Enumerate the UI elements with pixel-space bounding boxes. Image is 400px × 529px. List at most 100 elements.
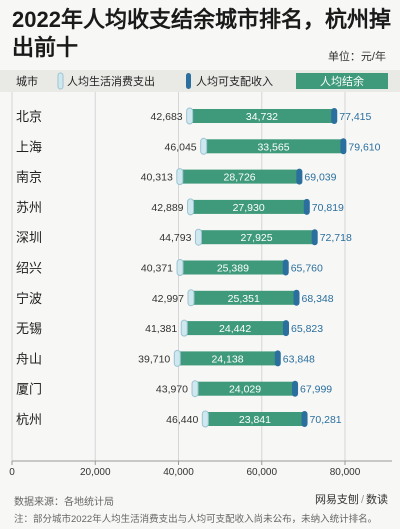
bar-chart: 0 20,000 40,000 60,000 80,000 北京 42,683 34,732 7… <box>9 92 392 478</box>
surplus-bar <box>198 230 315 245</box>
legend-spending-swatch <box>57 72 64 90</box>
city-label: 南京 <box>16 170 42 185</box>
brand-separator: / <box>360 494 364 506</box>
surplus-bar <box>195 381 296 396</box>
spending-marker <box>176 168 184 186</box>
surplus-value-label: 34,732 <box>246 111 278 123</box>
surplus-bar <box>203 139 344 154</box>
city-label: 杭州 <box>16 412 42 427</box>
surplus-value-label: 33,565 <box>257 141 289 153</box>
income-marker <box>331 108 338 124</box>
surplus-value-label: 28,726 <box>224 172 256 184</box>
surplus-value-label: 24,138 <box>211 353 243 365</box>
spending-value-label: 40,313 <box>141 172 173 184</box>
x-tick-label: 60,000 <box>246 467 277 478</box>
city-label: 无锡 <box>16 321 42 336</box>
city-label: 舟山 <box>16 351 42 366</box>
income-value-label: 72,718 <box>320 232 352 244</box>
income-marker <box>282 320 289 337</box>
spending-value-label: 42,683 <box>151 111 183 123</box>
brand-right: 数读 <box>366 494 388 506</box>
surplus-value-label: 25,389 <box>217 263 249 275</box>
income-value-label: 65,760 <box>291 263 323 275</box>
note-text: 注：部分城市2022年人均生活消费支出与人均可支配收入尚未公布，未纳入统计排名。 <box>14 514 378 525</box>
spending-marker <box>180 319 188 337</box>
surplus-bar <box>180 260 286 275</box>
legend-surplus-label: 人均结余 <box>320 74 364 88</box>
surplus-value-label: 27,925 <box>241 232 273 244</box>
income-value-label: 79,610 <box>348 141 380 153</box>
surplus-bar <box>189 109 335 123</box>
income-marker <box>282 259 289 276</box>
spending-marker <box>201 410 209 428</box>
surplus-bar <box>177 351 278 366</box>
surplus-bar <box>190 199 307 214</box>
surplus-bar <box>179 169 300 184</box>
income-marker <box>303 198 310 215</box>
unit-label: 单位：元/年 <box>327 51 386 63</box>
income-value-label: 69,039 <box>304 172 336 184</box>
surplus-bar <box>190 290 297 305</box>
spending-marker <box>176 259 184 276</box>
spending-marker <box>191 380 199 398</box>
city-label: 北京 <box>16 109 42 124</box>
spending-value-label: 42,997 <box>152 293 184 305</box>
spending-marker <box>187 289 195 307</box>
source-text: 数据来源：各地统计局 <box>14 497 114 508</box>
city-label: 宁波 <box>16 291 42 306</box>
income-value-label: 70,819 <box>312 202 344 214</box>
brand-logo: 网易支刨 / 数读 <box>315 491 388 507</box>
spending-value-label: 46,440 <box>166 414 198 426</box>
x-tick-label: 40,000 <box>163 467 194 478</box>
surplus-value-label: 27,930 <box>233 202 265 214</box>
income-marker <box>296 168 303 185</box>
legend-income-label: 人均可支配收入 <box>196 74 273 88</box>
legend-svg: 城市 人均生活消费支出 人均可支配收入 人均结余 <box>16 72 388 90</box>
surplus-value-label: 24,029 <box>229 384 261 396</box>
x-tick-label: 80,000 <box>330 467 361 478</box>
income-marker <box>293 289 300 306</box>
surplus-value-label: 24,442 <box>219 323 251 335</box>
legend-spending-label: 人均生活消费支出 <box>67 74 155 88</box>
surplus-bar <box>184 321 286 336</box>
income-value-label: 77,415 <box>339 111 371 123</box>
x-tick-label: 20,000 <box>80 467 111 478</box>
x-tick-label: 0 <box>9 467 15 478</box>
spending-marker <box>200 137 208 155</box>
income-value-label: 65,823 <box>291 323 323 335</box>
income-value-label: 68,348 <box>301 293 333 305</box>
spending-value-label: 40,371 <box>141 263 173 275</box>
spending-value-label: 39,710 <box>138 353 170 365</box>
legend-income-swatch <box>186 73 191 89</box>
spending-value-label: 43,970 <box>156 384 188 396</box>
city-label: 绍兴 <box>16 261 42 276</box>
spending-value-label: 42,889 <box>151 202 183 214</box>
page-title: 2022年人均收支结余城市排名，杭州掉出前十 <box>12 7 391 60</box>
surplus-value-label: 25,351 <box>228 293 260 305</box>
income-value-label: 63,848 <box>283 353 315 365</box>
city-label: 上海 <box>16 139 42 154</box>
income-marker <box>274 350 281 367</box>
spending-marker <box>186 107 194 125</box>
spending-value-label: 41,381 <box>145 323 177 335</box>
spending-marker <box>187 198 195 216</box>
city-label: 苏州 <box>16 200 42 215</box>
income-value-label: 70,281 <box>310 414 342 426</box>
income-marker <box>340 138 347 155</box>
spending-marker <box>194 228 202 246</box>
brand-left: 网易支刨 <box>314 494 359 506</box>
legend-surplus-swatch <box>296 73 388 89</box>
surplus-bar <box>205 412 305 426</box>
spending-value-label: 46,045 <box>165 141 197 153</box>
legend-bar: 城市 人均生活消费支出 人均可支配收入 人均结余 <box>0 70 400 92</box>
income-marker <box>301 411 308 427</box>
income-value-label: 67,999 <box>300 384 332 396</box>
spending-value-label: 44,793 <box>159 232 191 244</box>
surplus-value-label: 23,841 <box>239 414 271 426</box>
legend-city-header: 城市 <box>16 74 38 88</box>
spending-marker <box>173 349 181 367</box>
income-marker <box>311 229 318 246</box>
city-label: 厦门 <box>16 382 42 397</box>
income-marker <box>292 380 299 397</box>
city-label: 深圳 <box>16 230 42 245</box>
